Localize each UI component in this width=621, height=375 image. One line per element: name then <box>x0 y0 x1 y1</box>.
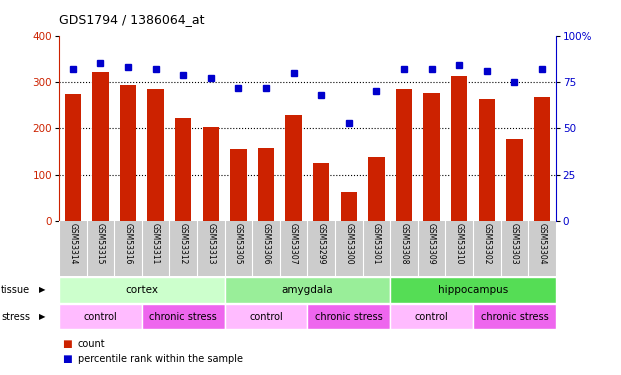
Text: chronic stress: chronic stress <box>149 312 217 321</box>
Bar <box>258 148 274 221</box>
Bar <box>340 192 357 221</box>
Text: control: control <box>83 312 117 321</box>
Text: GSM53308: GSM53308 <box>399 223 409 264</box>
Bar <box>230 149 247 221</box>
Text: GSM53316: GSM53316 <box>124 223 132 264</box>
Text: stress: stress <box>1 312 30 321</box>
Bar <box>202 127 219 221</box>
Text: count: count <box>78 339 105 349</box>
Bar <box>473 304 556 329</box>
Text: ■: ■ <box>62 339 72 349</box>
Text: ▶: ▶ <box>39 312 45 321</box>
Text: ■: ■ <box>62 354 72 364</box>
Bar <box>65 94 81 221</box>
Text: amygdala: amygdala <box>281 285 333 295</box>
Bar <box>506 139 523 221</box>
Text: GSM53301: GSM53301 <box>372 223 381 264</box>
Bar <box>533 97 550 221</box>
Bar <box>396 90 412 221</box>
Bar <box>307 304 390 329</box>
Text: percentile rank within the sample: percentile rank within the sample <box>78 354 243 364</box>
Bar <box>313 163 330 221</box>
Bar <box>390 304 473 329</box>
Text: GSM53314: GSM53314 <box>68 223 77 264</box>
Text: GSM53299: GSM53299 <box>317 223 325 264</box>
Text: GSM53313: GSM53313 <box>206 223 215 264</box>
Bar <box>479 99 495 221</box>
Bar <box>390 277 556 303</box>
Bar <box>120 85 136 221</box>
Text: GSM53309: GSM53309 <box>427 223 436 264</box>
Bar <box>142 304 225 329</box>
Text: GDS1794 / 1386064_at: GDS1794 / 1386064_at <box>59 13 204 26</box>
Text: tissue: tissue <box>1 285 30 295</box>
Text: GSM53303: GSM53303 <box>510 223 519 264</box>
Text: hippocampus: hippocampus <box>438 285 508 295</box>
Text: control: control <box>249 312 283 321</box>
Text: GSM53310: GSM53310 <box>455 223 464 264</box>
Text: GSM53315: GSM53315 <box>96 223 105 264</box>
Text: GSM53305: GSM53305 <box>234 223 243 264</box>
Bar <box>92 72 109 221</box>
Text: control: control <box>415 312 448 321</box>
Text: cortex: cortex <box>125 285 158 295</box>
Bar <box>147 89 164 221</box>
Bar <box>59 277 225 303</box>
Text: GSM53304: GSM53304 <box>538 223 546 264</box>
Bar <box>368 157 384 221</box>
Text: GSM53307: GSM53307 <box>289 223 298 264</box>
Text: GSM53306: GSM53306 <box>261 223 271 264</box>
Bar <box>285 116 302 221</box>
Bar <box>59 304 142 329</box>
Text: ▶: ▶ <box>39 285 45 294</box>
Text: GSM53312: GSM53312 <box>179 223 188 264</box>
Text: GSM53311: GSM53311 <box>151 223 160 264</box>
Text: GSM53300: GSM53300 <box>344 223 353 264</box>
Bar <box>175 118 191 221</box>
Bar <box>424 93 440 221</box>
Bar <box>225 277 390 303</box>
Text: chronic stress: chronic stress <box>315 312 383 321</box>
Text: chronic stress: chronic stress <box>481 312 548 321</box>
Text: GSM53302: GSM53302 <box>483 223 491 264</box>
Bar <box>225 304 307 329</box>
Bar <box>451 76 468 221</box>
